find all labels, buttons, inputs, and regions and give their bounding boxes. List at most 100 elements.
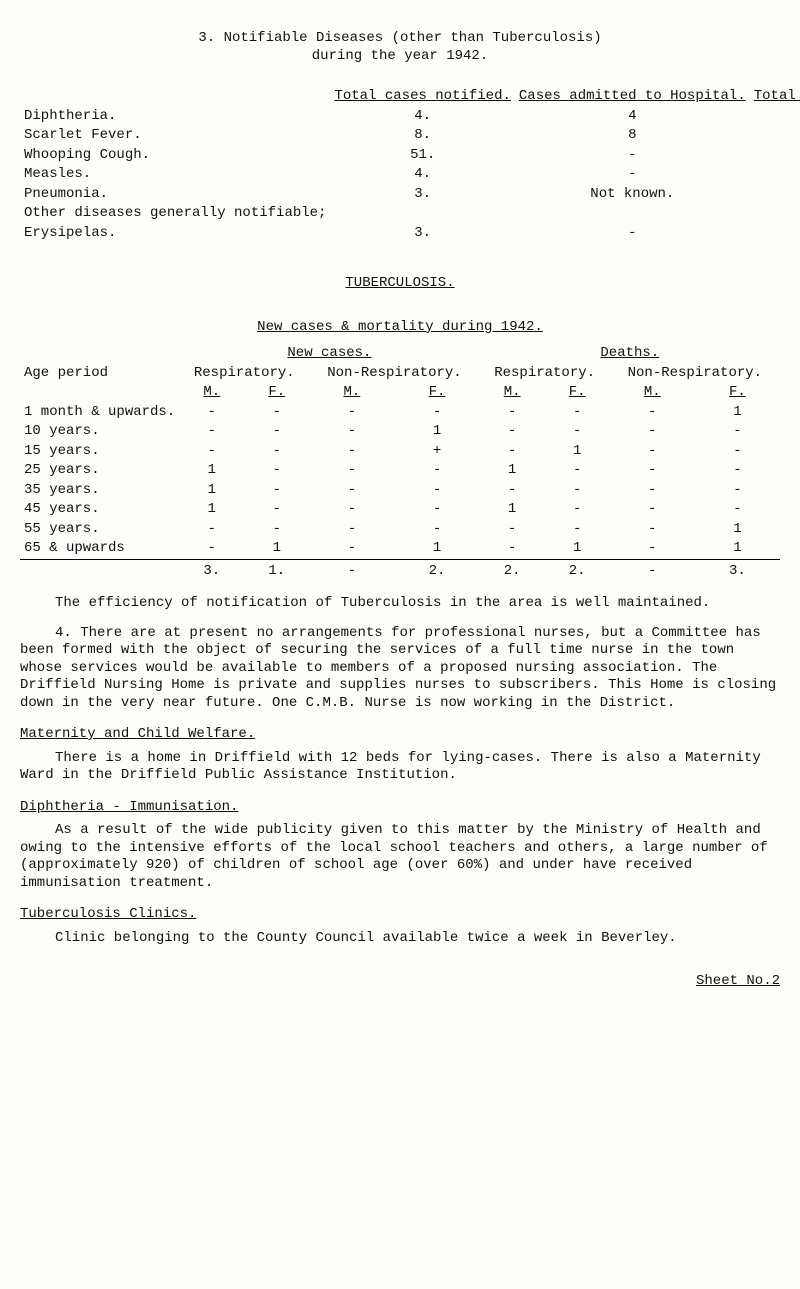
nr-f-cell: 1 [244, 539, 309, 559]
sub-f: F. [266, 384, 287, 402]
nnr-m-cell: - [309, 442, 394, 462]
dr-m-cell: - [480, 422, 545, 442]
dnr-f-cell: - [695, 442, 780, 462]
nr-f-cell: - [244, 403, 309, 423]
title-line-2: during the year 1942. [20, 48, 780, 66]
tb-totals-row: 3. 1. - 2. 2. 2. - 3. [20, 559, 780, 581]
age-cell: 25 years. [20, 461, 179, 481]
age-cell: 10 years. [20, 422, 179, 442]
nr-m-cell: - [179, 442, 244, 462]
tb-heading-2: New cases & mortality during 1942. [257, 319, 543, 337]
deaths-cell: 2 [750, 185, 800, 205]
admitted-cell: - [515, 146, 750, 166]
dnr-f-cell: - [695, 500, 780, 520]
admitted-cell: - [515, 165, 750, 185]
dr-f-cell: - [545, 481, 610, 501]
disease-label: Scarlet Fever. [20, 126, 330, 146]
table-row: 55 years.-------1 [20, 520, 780, 540]
dr-f-cell: - [545, 422, 610, 442]
dr-m-cell: - [480, 520, 545, 540]
title-line-1: 3. Notifiable Diseases (other than Tuber… [20, 30, 780, 48]
nr-f-cell: - [244, 442, 309, 462]
nnr-m-cell: - [309, 500, 394, 520]
disease-label: Whooping Cough. [20, 146, 330, 166]
cases-cell: 3. [330, 224, 514, 244]
admitted-cell: 4 [515, 107, 750, 127]
dr-m-cell: - [480, 442, 545, 462]
table-row: Measles.4.-- [20, 165, 800, 185]
dr-f-cell: 1 [545, 539, 610, 559]
tb-group-deaths: Deaths. [600, 345, 659, 361]
dnr-m-cell: - [610, 422, 695, 442]
sheet-number: Sheet No.2 [20, 973, 780, 991]
table-row: 25 years.1---1--- [20, 461, 780, 481]
nnr-f-cell: 1 [394, 422, 479, 442]
deaths-cell: - [750, 165, 800, 185]
tot-nr-f: 1. [244, 559, 309, 581]
nnr-f-cell: - [394, 520, 479, 540]
col-header-deaths: Total Deaths. [754, 88, 800, 104]
age-cell: 45 years. [20, 500, 179, 520]
dnr-m-cell: - [610, 500, 695, 520]
admitted-cell: - [515, 224, 750, 244]
table-row: Diphtheria.4.4- [20, 107, 800, 127]
table-row: Pneumonia.3.Not known.2 [20, 185, 800, 205]
tb-cases-table: New cases. Deaths. Age period Respirator… [20, 344, 780, 581]
nr-m-cell: - [179, 422, 244, 442]
para-maternity: There is a home in Driffield with 12 bed… [20, 750, 780, 785]
admitted-cell [515, 204, 750, 224]
nr-m-cell: - [179, 520, 244, 540]
dr-m-cell: - [480, 403, 545, 423]
age-cell: 55 years. [20, 520, 179, 540]
tb-death-resp: Respiratory. [494, 365, 595, 381]
age-cell: 15 years. [20, 442, 179, 462]
tb-age-label: Age period [24, 365, 108, 381]
document-page: 3. Notifiable Diseases (other than Tuber… [0, 20, 800, 1001]
table-row: Scarlet Fever.8.8- [20, 126, 800, 146]
deaths-cell: - [750, 146, 800, 166]
dnr-f-cell: - [695, 461, 780, 481]
dr-f-cell: - [545, 520, 610, 540]
nr-m-cell: 1 [179, 461, 244, 481]
dnr-m-cell: - [610, 442, 695, 462]
dr-m-cell: 1 [480, 461, 545, 481]
dnr-f-cell: 1 [695, 539, 780, 559]
table-row: 45 years.1---1--- [20, 500, 780, 520]
dnr-f-cell: 1 [695, 403, 780, 423]
nr-f-cell: - [244, 461, 309, 481]
admitted-cell: 8 [515, 126, 750, 146]
nnr-m-cell: - [309, 422, 394, 442]
deaths-cell: - [750, 224, 800, 244]
age-cell: 65 & upwards [20, 539, 179, 559]
deaths-cell: - [750, 126, 800, 146]
deaths-cell: - [750, 107, 800, 127]
tot-nnr-m: - [309, 559, 394, 581]
dr-m-cell: - [480, 539, 545, 559]
title-block: 3. Notifiable Diseases (other than Tuber… [20, 30, 780, 65]
notifiable-diseases-table: Total cases notified. Cases admitted to … [20, 87, 800, 243]
nnr-f-cell: 1 [394, 539, 479, 559]
table-row: Whooping Cough.51.-- [20, 146, 800, 166]
dr-m-cell: 1 [480, 500, 545, 520]
disease-label: Other diseases generally notifiable; [20, 204, 330, 224]
dnr-m-cell: - [610, 403, 695, 423]
cases-cell: 51. [330, 146, 514, 166]
table-row: 35 years.1------- [20, 481, 780, 501]
dr-f-cell: - [545, 500, 610, 520]
sub-m: M. [201, 384, 222, 402]
sub-f: F. [427, 384, 448, 402]
nnr-m-cell: - [309, 520, 394, 540]
tot-dnr-f: 3. [695, 559, 780, 581]
dr-f-cell: 1 [545, 442, 610, 462]
table-row: 1 month & upwards.-------1 [20, 403, 780, 423]
disease-label: Pneumonia. [20, 185, 330, 205]
nnr-m-cell: - [309, 481, 394, 501]
nnr-f-cell: - [394, 481, 479, 501]
tb-heading-1: TUBERCULOSIS. [345, 275, 454, 293]
sub-f: F. [567, 384, 588, 402]
table-row: 15 years.---+-1-- [20, 442, 780, 462]
tot-nr-m: 3. [179, 559, 244, 581]
para-efficiency: The efficiency of notification of Tuberc… [20, 595, 780, 613]
tb-death-nonresp: Non-Respiratory. [628, 365, 762, 381]
age-cell: 1 month & upwards. [20, 403, 179, 423]
